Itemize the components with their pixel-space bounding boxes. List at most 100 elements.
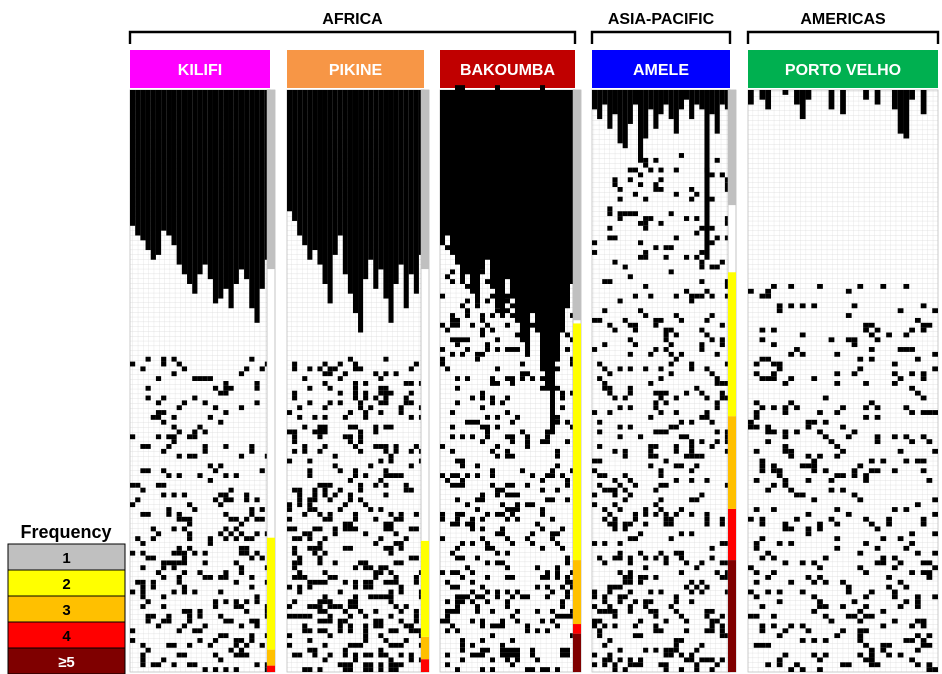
- shared-haplotype-cell: [238, 453, 245, 459]
- shared-haplotype-cell: [673, 191, 679, 197]
- single-haplotype-bar: [254, 90, 260, 323]
- shared-haplotype-cell: [643, 254, 649, 260]
- shared-haplotype-cell: [592, 317, 598, 323]
- shared-haplotype-cell: [811, 594, 818, 600]
- shared-haplotype-cell: [312, 507, 318, 512]
- shared-haplotype-cell: [753, 361, 760, 367]
- shared-haplotype-cell: [663, 560, 669, 566]
- shared-haplotype-cell: [782, 482, 789, 488]
- shared-haplotype-cell: [500, 623, 505, 629]
- shared-haplotype-cell: [530, 541, 535, 546]
- shared-haplotype-cell: [166, 560, 172, 566]
- shared-haplotype-cell: [322, 618, 328, 624]
- shared-haplotype-cell: [817, 284, 823, 289]
- shared-haplotype-cell: [238, 570, 245, 575]
- shared-haplotype-cell: [307, 613, 313, 619]
- shared-haplotype-cell: [535, 109, 540, 115]
- shared-haplotype-cell: [886, 584, 892, 590]
- shared-haplotype-cell: [909, 327, 915, 333]
- shared-haplotype-cell: [540, 385, 545, 391]
- shared-haplotype-cell: [244, 652, 250, 658]
- shared-haplotype-cell: [909, 570, 915, 575]
- shared-haplotype-cell: [460, 337, 465, 343]
- shared-haplotype-cell: [663, 662, 669, 668]
- shared-haplotype-cell: [475, 356, 480, 362]
- shared-haplotype-cell: [455, 109, 460, 115]
- shared-haplotype-cell: [500, 235, 505, 241]
- shared-haplotype-cell: [719, 613, 725, 619]
- shared-haplotype-cell: [327, 633, 333, 639]
- shared-haplotype-cell: [254, 400, 260, 406]
- shared-haplotype-cell: [155, 482, 162, 488]
- shared-haplotype-cell: [622, 579, 628, 585]
- shared-haplotype-cell: [408, 390, 414, 396]
- shared-haplotype-cell: [857, 284, 864, 289]
- shared-haplotype-cell: [565, 419, 570, 425]
- shared-haplotype-cell: [684, 560, 690, 566]
- shared-haplotype-cell: [920, 623, 927, 629]
- shared-haplotype-cell: [244, 599, 250, 605]
- shared-haplotype-cell: [570, 313, 575, 318]
- shared-haplotype-cell: [378, 662, 384, 668]
- shared-haplotype-cell: [317, 599, 323, 605]
- shared-haplotype-cell: [545, 104, 550, 110]
- shared-haplotype-cell: [782, 478, 789, 483]
- shared-haplotype-cell: [565, 560, 570, 566]
- shared-haplotype-cell: [560, 274, 565, 280]
- shared-haplotype-cell: [845, 613, 852, 619]
- shared-haplotype-cell: [709, 555, 715, 561]
- shared-haplotype-cell: [465, 172, 470, 178]
- shared-haplotype-cell: [627, 322, 633, 328]
- shared-haplotype-cell: [560, 599, 565, 605]
- shared-haplotype-cell: [653, 400, 659, 406]
- shared-haplotype-cell: [863, 405, 869, 411]
- shared-haplotype-cell: [460, 250, 465, 255]
- shared-haplotype-cell: [560, 390, 565, 396]
- shared-haplotype-cell: [673, 550, 679, 556]
- shared-haplotype-cell: [440, 143, 445, 149]
- shared-haplotype-cell: [771, 555, 777, 561]
- shared-haplotype-cell: [140, 550, 146, 556]
- shared-haplotype-cell: [307, 366, 313, 372]
- shared-haplotype-cell: [485, 434, 490, 440]
- shared-haplotype-cell: [525, 182, 530, 187]
- shared-haplotype-cell: [845, 589, 852, 595]
- shared-haplotype-cell: [689, 187, 695, 192]
- frequency-band-1: [421, 90, 429, 270]
- shared-haplotype-cell: [602, 279, 608, 284]
- shared-haplotype-cell: [455, 608, 460, 614]
- shared-haplotype-cell: [358, 560, 364, 566]
- shared-haplotype-cell: [510, 191, 515, 197]
- shared-haplotype-cell: [759, 516, 766, 522]
- shared-haplotype-cell: [352, 642, 359, 648]
- shared-haplotype-cell: [470, 516, 475, 522]
- frequency-band-3: [267, 649, 275, 666]
- shared-haplotype-cell: [297, 584, 303, 590]
- shared-haplotype-cell: [627, 657, 633, 663]
- shared-haplotype-cell: [383, 371, 389, 377]
- shared-haplotype-cell: [218, 463, 224, 469]
- shared-haplotype-cell: [782, 560, 789, 566]
- shared-haplotype-cell: [643, 220, 649, 226]
- shared-haplotype-cell: [413, 579, 419, 585]
- shared-haplotype-cell: [868, 589, 875, 595]
- shared-haplotype-cell: [249, 575, 255, 580]
- shared-haplotype-cell: [759, 468, 766, 474]
- single-haplotype-bar: [322, 90, 328, 284]
- shared-haplotype-cell: [490, 400, 495, 406]
- shared-haplotype-cell: [678, 531, 684, 537]
- shared-haplotype-cell: [327, 516, 333, 522]
- shared-haplotype-cell: [187, 608, 193, 614]
- shared-haplotype-cell: [223, 633, 229, 639]
- shared-haplotype-cell: [292, 545, 298, 551]
- shared-haplotype-cell: [788, 400, 795, 406]
- shared-haplotype-cell: [233, 652, 239, 658]
- shared-haplotype-cell: [550, 589, 555, 595]
- shared-haplotype-cell: [689, 497, 695, 503]
- shared-haplotype-cell: [378, 570, 384, 575]
- shared-haplotype-cell: [897, 560, 904, 566]
- shared-haplotype-cell: [307, 502, 313, 508]
- shared-haplotype-cell: [192, 628, 198, 634]
- shared-haplotype-cell: [678, 667, 684, 672]
- shared-haplotype-cell: [897, 376, 904, 381]
